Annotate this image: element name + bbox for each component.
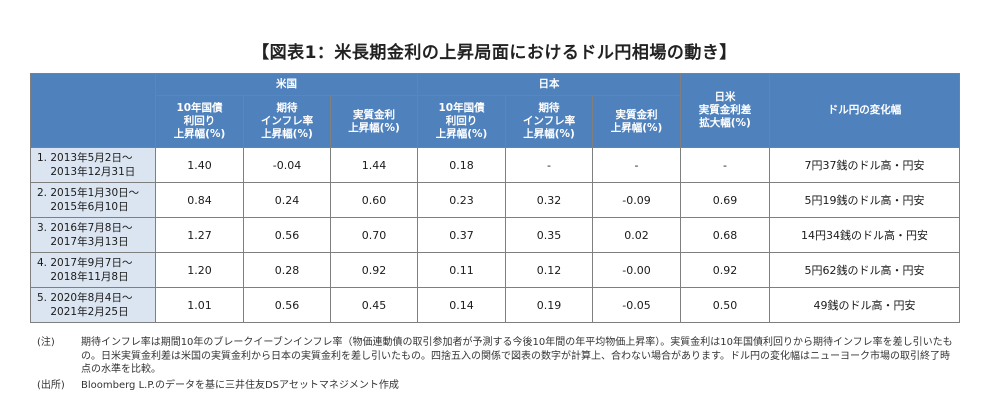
- fx-cell: 5円62銭のドル高・円安: [769, 252, 961, 288]
- us-real-cell: 0.70: [329, 217, 419, 253]
- spread-cell: 0.92: [680, 252, 771, 288]
- spread-cell: 0.69: [680, 182, 771, 218]
- jp-inflation-cell: 0.32: [505, 182, 594, 218]
- header-us-10y: 10年国債 利回り 上昇幅(%): [155, 95, 244, 148]
- fx-cell: 5円19銭のドル高・円安: [769, 182, 961, 218]
- header-row-columns: 10年国債 利回り 上昇幅(%) 期待 インフレ率 上昇幅(%) 実質金利 上昇…: [31, 95, 960, 148]
- note-text: 期待インフレ率は期間10年のブレークイーブンインフレ率（物価連動債の取引参加者が…: [81, 337, 953, 375]
- us-real-cell: 0.45: [329, 287, 419, 323]
- period-cell: 1. 2013年5月2日～ 2013年12月31日: [30, 147, 156, 183]
- us-10y-cell: 0.84: [155, 182, 244, 218]
- fx-cell: 49銭のドル高・円安: [769, 287, 961, 323]
- period-cell: 4. 2017年9月7日～ 2018年11月8日: [30, 252, 156, 288]
- source-text: Bloomberg L.P.のデータを基に三井住友DSアセットマネジメント作成: [81, 379, 399, 391]
- us-inflation-cell: 0.28: [243, 252, 331, 288]
- us-10y-cell: 1.20: [155, 252, 244, 288]
- header-row-groups: 米国 日本 日米 実質金利差 拡大幅(%) ドル円の変化幅: [30, 73, 961, 148]
- table-row: 1. 2013年5月2日～ 2013年12月31日 1.40 -0.04 1.4…: [30, 147, 961, 183]
- fx-cell: 7円37銭のドル高・円安: [769, 147, 961, 183]
- table-row: 5. 2020年8月4日～ 2021年2月25日 1.01 0.56 0.45 …: [30, 287, 961, 323]
- source-row: (出所) Bloomberg L.P.のデータを基に三井住友DSアセットマネジメ…: [37, 379, 957, 393]
- header-us-real: 実質金利 上昇幅(%): [329, 95, 419, 148]
- spread-cell: 0.68: [680, 217, 771, 253]
- period-cell: 2. 2015年1月30日～ 2015年6月10日: [30, 182, 156, 218]
- note-label: (注): [37, 337, 55, 348]
- jp-10y-cell: 0.11: [417, 252, 507, 288]
- header-group-jp: 日本: [417, 73, 682, 96]
- us-inflation-cell: 0.24: [243, 182, 331, 218]
- fx-table: 米国 日本 日米 実質金利差 拡大幅(%) ドル円の変化幅 10年国債 利回り …: [30, 73, 961, 323]
- header-group-us: 米国: [154, 73, 419, 96]
- table-row: 2. 2015年1月30日～ 2015年6月10日 0.84 0.24 0.60…: [30, 182, 961, 218]
- jp-inflation-cell: 0.19: [505, 287, 594, 323]
- jp-inflation-cell: 0.12: [505, 252, 594, 288]
- chart-title: 【図表1：米長期金利の上昇局面におけるドル円相場の動き】: [252, 43, 737, 63]
- source-label: (出所): [37, 379, 65, 391]
- period-cell: 5. 2020年8月4日～ 2021年2月25日: [30, 287, 156, 323]
- us-real-cell: 0.60: [329, 182, 419, 218]
- us-10y-cell: 1.27: [155, 217, 244, 253]
- jp-10y-cell: 0.23: [417, 182, 507, 218]
- jp-10y-cell: 0.14: [417, 287, 507, 323]
- note-row: (注) 期待インフレ率は期間10年のブレークイーブンインフレ率（物価連動債の取引…: [37, 336, 957, 377]
- jp-10y-cell: 0.18: [417, 147, 507, 183]
- header-period-cell: [30, 73, 156, 148]
- us-10y-cell: 1.40: [155, 147, 244, 183]
- header-spread: 日米 実質金利差 拡大幅(%): [680, 73, 771, 148]
- us-inflation-cell: -0.04: [243, 147, 331, 183]
- jp-real-cell: -: [592, 147, 682, 183]
- us-inflation-cell: 0.56: [243, 217, 331, 253]
- us-real-cell: 1.44: [329, 147, 419, 183]
- header-fx: ドル円の変化幅: [769, 73, 961, 148]
- footnotes: (注) 期待インフレ率は期間10年のブレークイーブンインフレ率（物価連動債の取引…: [37, 336, 957, 392]
- jp-inflation-cell: 0.35: [505, 217, 594, 253]
- header-jp-inflation: 期待 インフレ率 上昇幅(%): [505, 95, 594, 148]
- period-cell: 3. 2016年7月8日～ 2017年3月13日: [30, 217, 156, 253]
- header-jp-real: 実質金利 上昇幅(%): [592, 95, 682, 148]
- header-jp-10y: 10年国債 利回り 上昇幅(%): [417, 95, 507, 148]
- fx-cell: 14円34銭のドル高・円安: [769, 217, 961, 253]
- us-real-cell: 0.92: [329, 252, 419, 288]
- jp-real-cell: -0.09: [592, 182, 682, 218]
- jp-real-cell: 0.02: [592, 217, 682, 253]
- header-us-inflation: 期待 インフレ率 上昇幅(%): [243, 95, 331, 148]
- table-row: 4. 2017年9月7日～ 2018年11月8日 1.20 0.28 0.92 …: [30, 252, 961, 288]
- jp-real-cell: -0.05: [592, 287, 682, 323]
- jp-10y-cell: 0.37: [417, 217, 507, 253]
- jp-real-cell: -0.00: [592, 252, 682, 288]
- table-row: 3. 2016年7月8日～ 2017年3月13日 1.27 0.56 0.70 …: [30, 217, 961, 253]
- spread-cell: -: [680, 147, 771, 183]
- jp-inflation-cell: -: [505, 147, 594, 183]
- spread-cell: 0.50: [680, 287, 771, 323]
- us-inflation-cell: 0.56: [243, 287, 331, 323]
- us-10y-cell: 1.01: [155, 287, 244, 323]
